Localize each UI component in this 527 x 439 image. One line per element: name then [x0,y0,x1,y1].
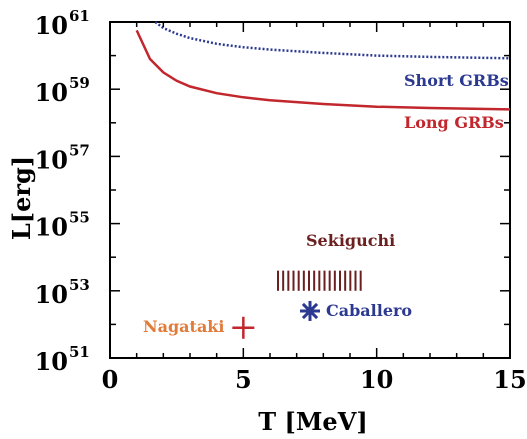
y-tick-label: 10 [35,280,68,309]
y-tick-label: 10 [35,213,68,242]
y-tick-exponent: 57 [69,141,90,159]
annotation-sekiguchi: Sekiguchi [306,231,395,250]
y-tick-label: 10 [35,78,68,107]
y-tick-exponent: 53 [69,276,90,294]
y-tick-label: 10 [35,11,68,40]
x-axis-title: T [MeV] [258,407,367,436]
x-tick-label: 0 [102,365,119,394]
x-tick-label: 5 [235,365,252,394]
annotation-long-grbs: Long GRBs [404,113,504,132]
annotation-caballero: Caballero [326,301,412,320]
series-long-grbs [135,29,511,111]
series-short-grbs [154,21,511,60]
marker-caballero [301,302,319,320]
y-tick-exponent: 59 [69,74,90,92]
annotation-short-grbs: Short GRBs [404,71,509,90]
x-tick-label: 15 [493,365,526,394]
x-tick-label: 10 [360,365,393,394]
annotation-nagataki: Nagataki [143,317,224,336]
series-layer [135,21,511,111]
y-tick-exponent: 61 [69,7,90,25]
markers-layer [232,270,362,339]
y-tick-exponent: 55 [69,209,90,227]
y-tick-label: 10 [35,145,68,174]
y-axis-title: L[erg] [7,156,36,240]
y-tick-label: 10 [35,347,68,376]
y-tick-exponent: 51 [69,343,90,361]
